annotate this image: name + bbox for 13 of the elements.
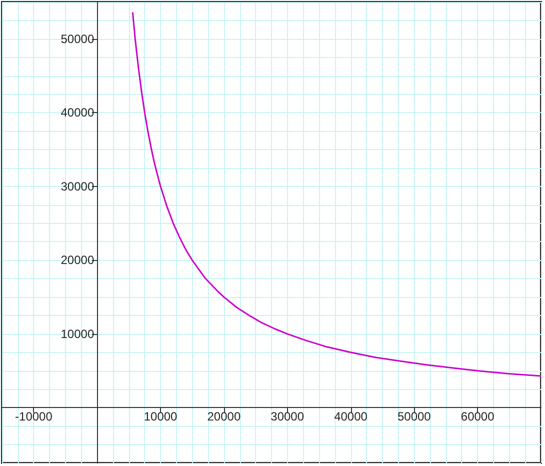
y-tick-label: 20000	[60, 253, 94, 268]
y-tick-label: 10000	[60, 326, 94, 341]
y-tick-label: 50000	[60, 32, 94, 46]
y-tick-label: 30000	[60, 179, 94, 194]
y-tick-label: 40000	[60, 106, 94, 120]
line-series	[132, 12, 542, 377]
x-tick-label: 60000	[460, 410, 495, 424]
x-tick-label: 30000	[270, 410, 304, 424]
x-tick-label: 40000	[334, 410, 368, 424]
x-tick-label: -10000	[15, 410, 53, 424]
x-tick-label: 50000	[397, 410, 432, 424]
x-tick-label: 20000	[207, 410, 241, 424]
x-tick-label: 10000	[144, 410, 178, 424]
